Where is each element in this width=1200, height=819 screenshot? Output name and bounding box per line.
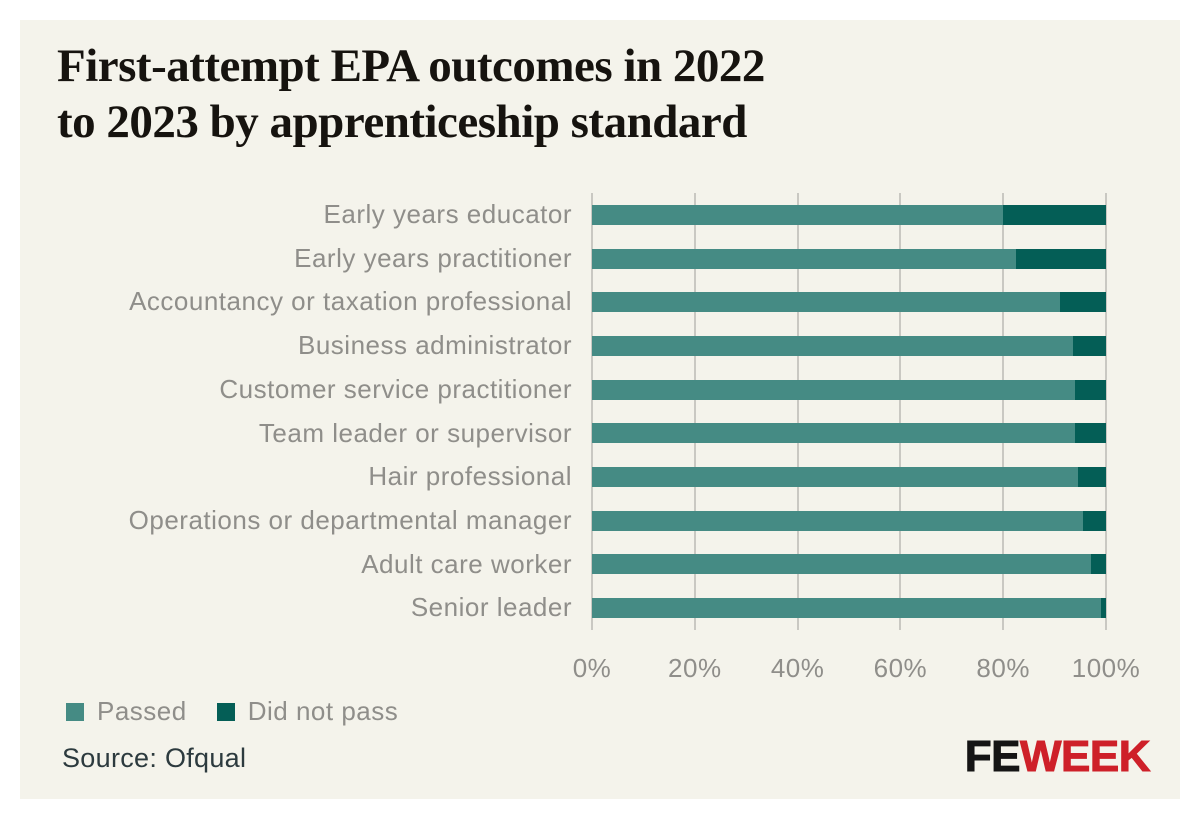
- category-label: Team leader or supervisor: [258, 417, 572, 448]
- bar-segment-did-not-pass: [1072, 335, 1106, 356]
- category-label: Accountancy or taxation professional: [129, 286, 572, 317]
- bar-row: [592, 204, 1106, 225]
- x-tick-label: 60%: [873, 653, 928, 683]
- bar-segment-passed: [592, 204, 1004, 225]
- gridline-80%: [1002, 193, 1005, 630]
- category-label: Early years practitioner: [294, 242, 572, 273]
- bar-segment-passed: [592, 467, 1078, 488]
- bar-segment-did-not-pass: [1077, 467, 1106, 488]
- legend-item: Passed: [66, 696, 187, 727]
- legend-item: Did not pass: [216, 696, 399, 727]
- gridline-40%: [796, 193, 799, 630]
- category-label: Business administrator: [298, 330, 572, 361]
- chart-title-line1: First-attempt EPA outcomes in 2022: [57, 40, 765, 92]
- source-note: Source: Ofqual: [62, 743, 247, 773]
- chart-title-line2: to 2023 by apprenticeship standard: [57, 96, 747, 149]
- category-label: Early years educator: [323, 199, 572, 229]
- feweek-logo-week: WEEK: [1020, 732, 1152, 782]
- bar-row: [592, 510, 1106, 531]
- plot-area: [591, 193, 1107, 630]
- x-tick-label: 20%: [668, 653, 722, 683]
- x-axis-tick-labels: 0% 20% 40% 60% 80% 100%: [573, 653, 1140, 683]
- bar-segment-passed: [592, 292, 1060, 313]
- bar-segment-did-not-pass: [1016, 248, 1106, 269]
- legend-label: Did not pass: [247, 696, 399, 726]
- bar-row: [592, 423, 1106, 444]
- feweek-logo: FEWEEK: [964, 732, 1152, 782]
- bar-segment-did-not-pass: [1100, 598, 1106, 619]
- bar-segment-did-not-pass: [1090, 554, 1106, 575]
- gridline-100%: [1105, 193, 1107, 630]
- bar-row: [592, 379, 1106, 400]
- bar-segment-passed: [592, 554, 1091, 575]
- bar-segment-passed: [592, 510, 1083, 531]
- bar-row: [592, 467, 1106, 488]
- category-axis: Early years educator Early years practiti…: [40, 193, 572, 630]
- bar-row: [592, 335, 1106, 356]
- legend: Passed Did not pass: [66, 696, 398, 727]
- bar-segment-passed: [592, 248, 1017, 269]
- bar-segment-passed: [592, 423, 1076, 444]
- bar-segment-did-not-pass: [1082, 510, 1106, 531]
- x-tick-label: 0%: [572, 653, 612, 683]
- legend-swatch-icon: [66, 702, 84, 721]
- bar-segment-passed: [592, 598, 1101, 619]
- bar-row: [592, 292, 1106, 313]
- feweek-logo-fe: FE: [964, 732, 1021, 782]
- category-label: Hair professional: [368, 461, 572, 492]
- bar-segment-passed: [592, 379, 1076, 400]
- bar-segment-did-not-pass: [1059, 292, 1106, 313]
- gridline-0%: [591, 193, 593, 630]
- bar-segment-did-not-pass: [1003, 204, 1106, 225]
- chart-card: First-attempt EPA outcomes in 2022 to 20…: [20, 20, 1180, 799]
- legend-swatch-icon: [216, 702, 235, 721]
- legend-label: Passed: [97, 696, 187, 726]
- bar-segment-passed: [592, 335, 1073, 356]
- category-label: Operations or departmental manager: [128, 504, 572, 535]
- chart-title: First-attempt EPA outcomes in 2022 to 20…: [57, 38, 765, 151]
- category-label: Customer service practitioner: [219, 373, 572, 404]
- bar-row: [592, 598, 1106, 619]
- bar-segment-did-not-pass: [1075, 423, 1106, 444]
- gridline-60%: [899, 193, 902, 630]
- x-tick-label: 100%: [1071, 653, 1141, 683]
- category-label: Senior leader: [410, 592, 572, 623]
- bar-row: [592, 248, 1106, 269]
- bar-segment-did-not-pass: [1075, 379, 1106, 400]
- category-label: Adult care worker: [361, 548, 572, 579]
- x-tick-label: 40%: [770, 653, 825, 683]
- x-tick-label: 80%: [976, 653, 1030, 683]
- bar-row: [592, 554, 1106, 575]
- gridline-20%: [693, 193, 696, 630]
